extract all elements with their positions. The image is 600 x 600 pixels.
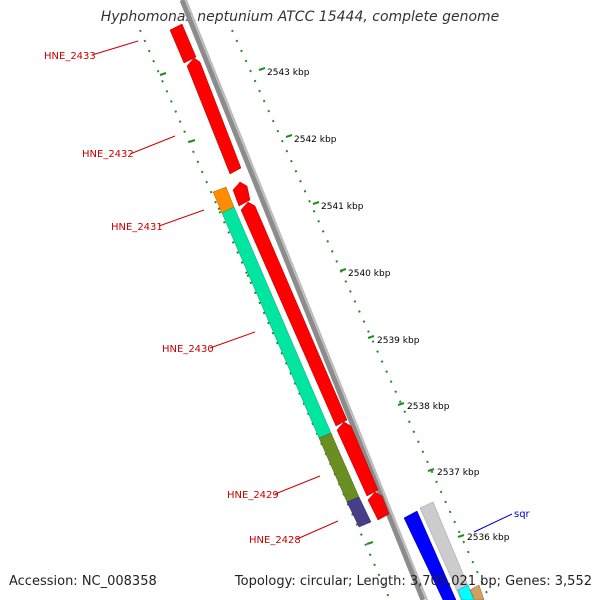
map-title: Hyphomonas neptunium ATCC 15444, complet… xyxy=(100,9,500,25)
gene-label[interactable]: sqr xyxy=(514,509,531,520)
inner-ruler-ticks xyxy=(139,29,391,600)
reverse-strand-genes xyxy=(169,23,390,521)
tick-2541 xyxy=(312,201,320,205)
gene-tan[interactable] xyxy=(469,584,485,600)
inner-ruler xyxy=(139,29,391,600)
genome-summary-text: Topology: circular; Length: 3,705,021 bp… xyxy=(234,574,592,589)
tick-label: 2539 kbp xyxy=(377,336,420,346)
gene-hne-2428[interactable] xyxy=(346,496,372,528)
kbp-ruler: 2543 kbp 2542 kbp 2541 kbp 2540 kbp 2539… xyxy=(231,29,510,600)
tick-label: 2543 kbp xyxy=(267,68,310,78)
gene-label[interactable]: HNE_2431 xyxy=(111,222,163,233)
genome-backbone-shadow xyxy=(185,0,428,600)
label-leader xyxy=(209,331,256,349)
label-leader xyxy=(473,513,513,533)
label-leader xyxy=(91,40,139,56)
gene-cyan[interactable] xyxy=(457,584,475,600)
inner-major-tick xyxy=(188,139,196,143)
label-leader xyxy=(158,209,205,227)
accession-text: Accession: NC_008358 xyxy=(9,574,157,589)
tick-2543 xyxy=(258,67,266,71)
gene-hne-2428-strand[interactable] xyxy=(367,491,390,521)
gene-hne-2433[interactable] xyxy=(169,23,197,64)
label-leader xyxy=(296,520,339,540)
tick-label: 2537 kbp xyxy=(437,468,480,478)
gene-sqr-neighbor[interactable] xyxy=(419,501,475,600)
inner-major-tick xyxy=(366,541,374,545)
tick-label: 2538 kbp xyxy=(407,402,450,412)
label-leader xyxy=(129,135,176,155)
gene-hne-2432[interactable] xyxy=(186,57,242,175)
gene-labels: HNE_2433 HNE_2432 HNE_2431 HNE_2430 HNE_… xyxy=(44,40,531,546)
inner-major-tick xyxy=(159,72,167,76)
gene-hne-2430-strand[interactable] xyxy=(240,201,348,427)
gene-label[interactable]: HNE_2432 xyxy=(82,149,134,160)
tick-2538 xyxy=(397,402,405,406)
tick-label: 2540 kbp xyxy=(348,269,391,279)
gene-hne-2431-strand[interactable] xyxy=(232,181,251,207)
forward-strand-genes xyxy=(212,186,485,600)
gene-label[interactable]: HNE_2428 xyxy=(249,535,301,546)
gene-sqr[interactable] xyxy=(403,510,457,600)
tick-2542 xyxy=(285,134,293,138)
tick-label: 2536 kbp xyxy=(467,533,510,543)
gene-label[interactable]: HNE_2430 xyxy=(162,344,214,355)
tick-label: 2541 kbp xyxy=(321,202,364,212)
tick-2537 xyxy=(427,468,435,472)
label-leader xyxy=(274,475,321,495)
tick-2540 xyxy=(339,268,347,272)
gene-label[interactable]: HNE_2429 xyxy=(227,490,279,501)
tick-label: 2542 kbp xyxy=(294,135,337,145)
gene-hne-2429-strand[interactable] xyxy=(336,421,379,497)
tick-2539 xyxy=(367,335,375,339)
tick-2536 xyxy=(457,534,465,538)
gene-label[interactable]: HNE_2433 xyxy=(44,51,96,62)
